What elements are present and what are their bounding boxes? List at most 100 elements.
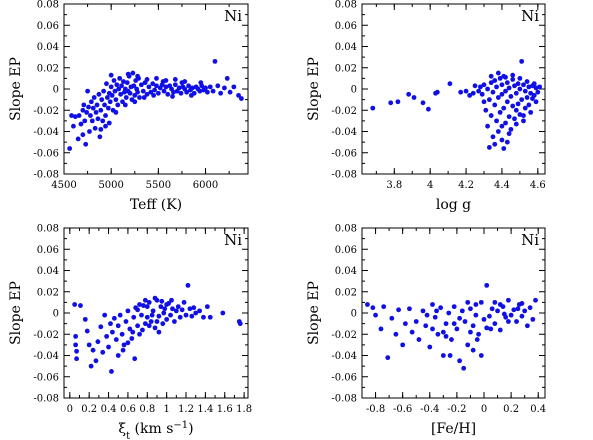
- x-tick-label: 0.4: [530, 404, 546, 415]
- data-point: [508, 312, 514, 318]
- x-tick-label: 1.6: [217, 404, 233, 415]
- data-point: [220, 310, 226, 316]
- data-point: [125, 71, 131, 77]
- data-point: [510, 72, 516, 78]
- data-point: [510, 77, 516, 82]
- data-point: [484, 282, 490, 288]
- data-point: [497, 75, 503, 81]
- data-point: [463, 88, 469, 94]
- y-tick-label: 0.04: [37, 42, 59, 53]
- data-point: [462, 319, 468, 324]
- data-point: [503, 74, 508, 80]
- data-point: [82, 316, 88, 322]
- data-point: [78, 303, 83, 308]
- data-point: [159, 298, 165, 304]
- data-point: [121, 79, 126, 84]
- data-point: [107, 99, 113, 105]
- data-point: [413, 319, 419, 324]
- data-point: [158, 304, 164, 310]
- data-point: [132, 99, 138, 105]
- data-point: [141, 95, 147, 100]
- data-point: [521, 82, 526, 88]
- y-tick-label: -0.06: [331, 372, 357, 383]
- data-point: [171, 89, 176, 95]
- data-point: [90, 347, 96, 353]
- data-point: [105, 105, 111, 111]
- data-point: [457, 358, 462, 364]
- x-tick-label: -0.6: [393, 404, 412, 415]
- data-point: [146, 84, 152, 90]
- data-point: [378, 326, 384, 332]
- data-point: [94, 102, 100, 108]
- data-point: [512, 116, 517, 122]
- data-point: [71, 123, 76, 129]
- data-point: [67, 146, 73, 151]
- panel-element-label: Ni: [521, 231, 539, 249]
- data-point: [393, 331, 399, 337]
- data-point: [99, 97, 105, 103]
- data-point: [119, 83, 124, 89]
- data-point: [98, 126, 104, 132]
- data-point: [178, 90, 184, 96]
- data-point: [152, 325, 158, 331]
- x-tick-label: 5000: [98, 180, 123, 191]
- data-point: [517, 86, 523, 92]
- data-point: [106, 344, 111, 350]
- data-point: [102, 102, 107, 108]
- data-point: [155, 90, 161, 96]
- data-point: [506, 297, 511, 303]
- x-tick-label: 4: [427, 180, 433, 191]
- y-tick-label: 0: [351, 309, 357, 320]
- data-point: [528, 90, 534, 96]
- data-point: [181, 299, 187, 305]
- data-point: [175, 304, 181, 310]
- data-point: [430, 302, 435, 307]
- data-point: [161, 88, 167, 94]
- data-point: [521, 118, 526, 124]
- data-point: [86, 342, 92, 348]
- data-point: [409, 329, 415, 335]
- data-point: [113, 337, 119, 342]
- x-tick-label: 4.2: [458, 180, 474, 191]
- data-point: [98, 107, 104, 113]
- data-point: [497, 109, 503, 115]
- data-point: [73, 342, 79, 348]
- data-point: [96, 91, 102, 97]
- data-point: [494, 84, 499, 90]
- data-point: [461, 365, 467, 371]
- data-point: [381, 304, 387, 310]
- data-point: [193, 310, 199, 316]
- data-point: [395, 99, 401, 105]
- data-point: [411, 95, 417, 100]
- data-point: [88, 363, 94, 369]
- data-point: [425, 106, 431, 112]
- data-point: [197, 88, 203, 94]
- data-point: [87, 129, 92, 134]
- data-point: [499, 123, 505, 129]
- data-point: [112, 88, 118, 94]
- data-point: [513, 121, 519, 127]
- x-tick-label: 3.8: [386, 180, 402, 191]
- data-point: [132, 356, 138, 362]
- data-point: [468, 329, 473, 335]
- data-point: [165, 91, 171, 97]
- data-point: [188, 92, 194, 98]
- data-point: [116, 86, 122, 92]
- data-point: [122, 102, 128, 108]
- data-point: [117, 312, 123, 318]
- data-point: [189, 85, 195, 91]
- data-point: [506, 114, 512, 120]
- y-tick-label: -0.08: [33, 170, 59, 181]
- data-point: [495, 129, 501, 134]
- data-point: [492, 321, 498, 327]
- data-point: [95, 339, 101, 345]
- data-point: [123, 319, 129, 324]
- data-point: [90, 105, 96, 111]
- data-point: [365, 302, 370, 307]
- panel-teff: -0.08 -0.06 -0.04 -0.02 0 0.02 0.04 0.06 0.08 450…: [8, 0, 249, 213]
- data-point: [479, 91, 485, 97]
- x-tick-label: -0.2: [447, 404, 466, 415]
- data-point: [197, 308, 202, 314]
- data-point: [473, 302, 479, 307]
